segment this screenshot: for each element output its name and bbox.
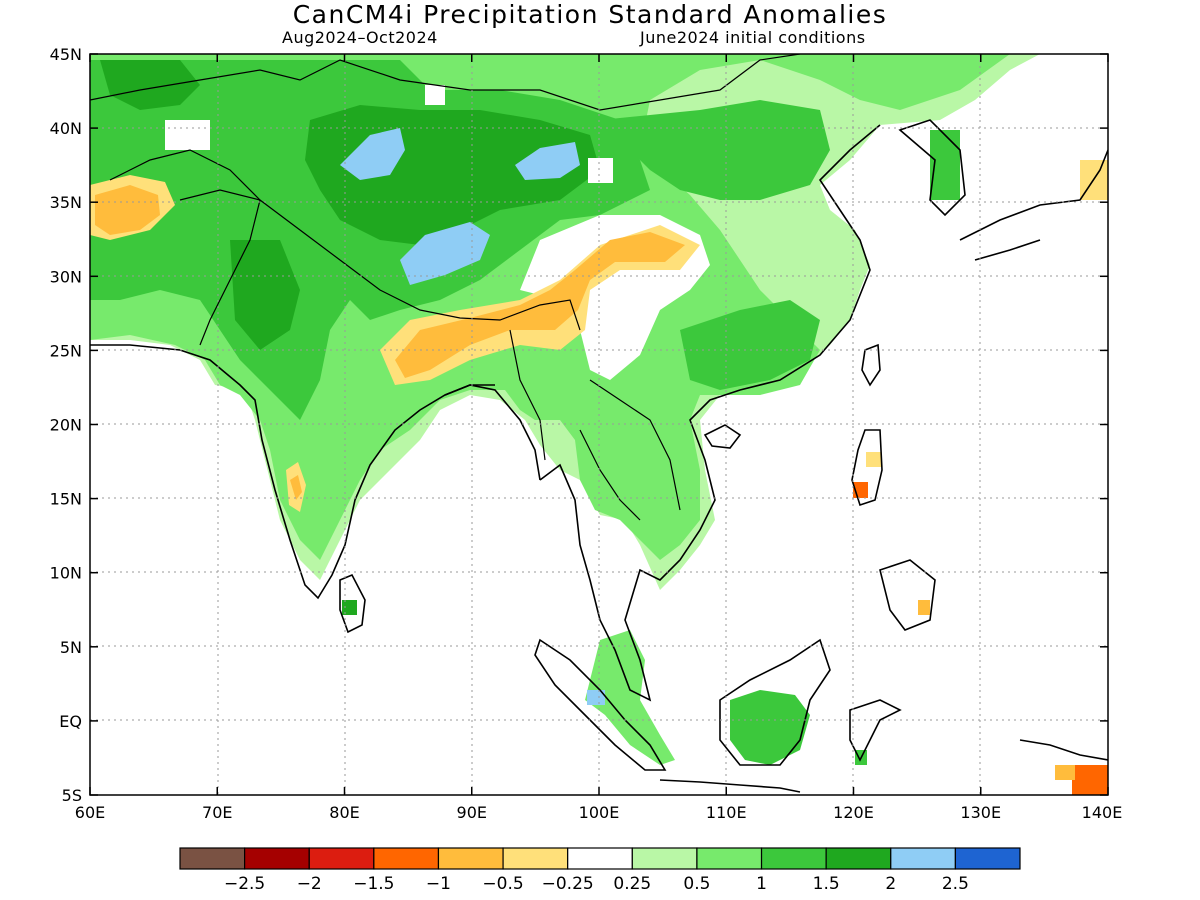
map-title: CanCM4i Precipitation Standard Anomalies <box>292 0 888 29</box>
coast-borneo <box>719 638 831 766</box>
lon-label: 70E <box>202 803 232 822</box>
lat-label: 5S <box>62 786 82 805</box>
lon-label: 110E <box>706 803 747 822</box>
coast-india <box>90 344 541 600</box>
anomaly-region-green-south-china <box>680 300 820 390</box>
borders <box>90 54 801 521</box>
colorbar-label: 2.5 <box>942 874 969 894</box>
border-thailand <box>579 429 641 521</box>
coast-indochina <box>539 124 881 702</box>
coastlines <box>90 119 1108 793</box>
lon-label: 140E <box>1082 803 1123 822</box>
forecast-period: Aug2024–Oct2024 <box>282 28 438 47</box>
coast-new-guinea <box>1019 739 1108 761</box>
colorbar-label: −2 <box>297 874 322 894</box>
anomaly-region-blue-1 <box>340 128 405 180</box>
coast-taiwan <box>861 343 881 387</box>
lat-label: 10N <box>50 564 82 583</box>
border-laos-vietnam <box>589 379 681 511</box>
initial-conditions: June2024 initial conditions <box>640 28 866 47</box>
anomaly-region-green-china <box>600 100 830 200</box>
lat-label: EQ <box>59 712 82 731</box>
colorbar: −2.5 −2 −1.5 −1 −0.5 −0.25 0.25 0.5 1 1.5 2 2.5 <box>179 847 1021 894</box>
colorbar-label: 1 <box>756 874 767 894</box>
coast-sulawesi <box>849 699 902 762</box>
gridlines <box>90 54 1108 795</box>
colorbar-swatch <box>825 847 892 870</box>
colorbar-swatch <box>760 847 827 870</box>
lat-label: 25N <box>50 341 82 360</box>
border-afghanistan <box>109 149 261 201</box>
border-pakistan <box>179 189 261 346</box>
anomaly-region-dry-india-core <box>290 475 302 500</box>
border-china-north <box>90 54 801 111</box>
colorbar-label: −1.5 <box>353 874 394 894</box>
anomaly-region-blue-2 <box>515 142 580 180</box>
colorbar-label: −1 <box>426 874 451 894</box>
anomaly-region-dark-green-west <box>100 60 200 110</box>
lat-label: 20N <box>50 416 82 435</box>
anomaly-cell-sumatra-blue <box>587 690 605 705</box>
anomaly-cell-new-guinea-edge <box>1055 765 1075 780</box>
colorbar-swatch <box>373 847 440 870</box>
coast-japan <box>959 149 1108 261</box>
lat-label: 35N <box>50 193 82 212</box>
coast-mindanao <box>879 559 936 631</box>
lat-label: 45N <box>50 45 82 64</box>
anomaly-cell-new-guinea <box>1072 765 1108 795</box>
coast-luzon <box>851 429 883 507</box>
border-myanmar <box>509 329 546 461</box>
colorbar-label: 0.25 <box>613 874 651 894</box>
lat-label: 30N <box>50 267 82 286</box>
lon-label: 120E <box>833 803 874 822</box>
lon-label: 60E <box>75 803 105 822</box>
axis-ticks: 60E 70E 80E 90E 100E 110E 120E 130E 140E 45N 40N 35… <box>50 45 1123 822</box>
colorbar-swatch <box>308 847 375 870</box>
lon-label: 80E <box>329 803 359 822</box>
colorbar-label: 2 <box>885 874 896 894</box>
anomaly-cell-mindanao <box>918 600 930 615</box>
coast-bay-of-bengal <box>444 384 495 396</box>
coast-sumatra <box>534 638 667 771</box>
anomaly-region-blue-3 <box>400 222 490 285</box>
colorbar-swatch <box>437 847 504 870</box>
lon-label: 90E <box>457 803 487 822</box>
colorbar-label: −0.5 <box>482 874 523 894</box>
colorbar-swatch <box>954 847 1021 870</box>
anomaly-cell-luzon <box>866 452 881 467</box>
colorbar-swatch <box>567 847 633 870</box>
anomaly-region-green-borneo <box>730 690 810 765</box>
lat-label: 40N <box>50 119 82 138</box>
neutral-cell <box>588 158 613 183</box>
border-himalaya <box>259 199 581 331</box>
colorbar-label: −2.5 <box>224 874 265 894</box>
lat-label: 5N <box>60 638 82 657</box>
anomaly-region-sumatra <box>585 630 675 765</box>
coast-java <box>659 779 801 793</box>
neutral-cell <box>425 85 445 105</box>
colorbar-label: 0.5 <box>683 874 710 894</box>
colorbar-swatch <box>179 847 246 870</box>
coast-korea <box>898 119 966 217</box>
colorbar-swatch <box>696 847 763 870</box>
neutral-cell <box>165 120 210 150</box>
lon-label: 130E <box>960 803 1001 822</box>
anomaly-cell-sri-lanka <box>342 600 357 615</box>
coast-sri-lanka <box>339 573 366 634</box>
anomaly-region-dark-green-india <box>230 240 300 350</box>
lat-label: 15N <box>50 490 82 509</box>
colorbar-swatch <box>890 847 956 870</box>
anomaly-region-dry-west-core <box>95 185 160 235</box>
colorbar-swatch <box>502 847 569 870</box>
coast-hainan <box>703 424 742 449</box>
colorbar-label: −0.25 <box>542 874 594 894</box>
colorbar-label: 1.5 <box>813 874 840 894</box>
colorbar-swatch <box>244 847 310 870</box>
lon-label: 100E <box>579 803 620 822</box>
colorbar-swatch <box>631 847 698 870</box>
